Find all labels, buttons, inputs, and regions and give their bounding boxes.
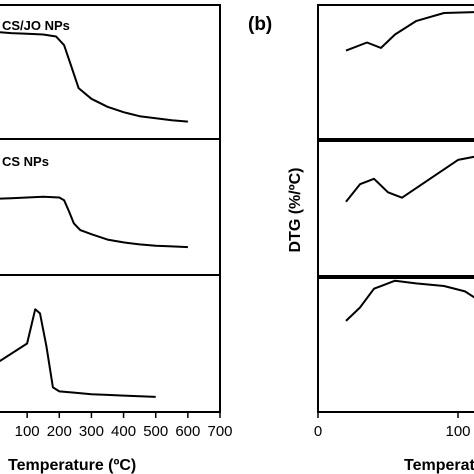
dtg-x-axis-title: Temperature (ºC) (404, 457, 474, 474)
dtg-curve-3 (345, 279, 474, 322)
figure-letter: (b) (248, 14, 272, 35)
dtg-panels: 248241154 0100200300400 DTG (%/ºC) Tempe… (287, 4, 474, 474)
dtg-x-axis: 0100200300400 (314, 412, 471, 440)
dtg-panel-3-frame (317, 277, 474, 413)
tga-x-tick-label: 100 (15, 423, 40, 440)
dtg-curve-2 (345, 155, 474, 203)
dtg-curves (345, 11, 474, 322)
tga-panels: CS/JO NPs CS NPs 100 200 300 400 500 600 700 T… (0, 4, 233, 474)
tga-x-axis-title: Temperature (ºC) (8, 457, 136, 474)
tga-panel-2-label: CS NPs (2, 154, 49, 169)
dtg-x-tick-label: 0 (314, 423, 322, 440)
tga-x-tick-label: 300 (79, 423, 104, 440)
tga-x-tick-label: 600 (175, 423, 200, 440)
dtg-panel-1-frame (317, 4, 474, 140)
tga-x-tick-label: 200 (47, 423, 72, 440)
dtg-y-axis-title: DTG (%/ºC) (287, 168, 304, 253)
tga-x-tick-label: 700 (207, 423, 232, 440)
tga-panel-3-frame (0, 274, 221, 413)
tga-curve-2 (0, 195, 188, 249)
tga-x-tick-label: 500 (143, 423, 168, 440)
dtg-panel-2-frame (317, 140, 474, 277)
tga-x-axis: 100 200 300 400 500 600 700 (15, 412, 233, 440)
tga-panel-1-label: CS/JO NPs (2, 18, 70, 33)
tga-x-tick-label: 400 (111, 423, 136, 440)
dtg-x-tick-label: 100 (445, 423, 470, 440)
dtg-curve-1 (345, 11, 474, 52)
tga-curve-1 (0, 31, 188, 123)
tga-curve-3 (0, 308, 156, 398)
tga-curves (0, 31, 188, 398)
